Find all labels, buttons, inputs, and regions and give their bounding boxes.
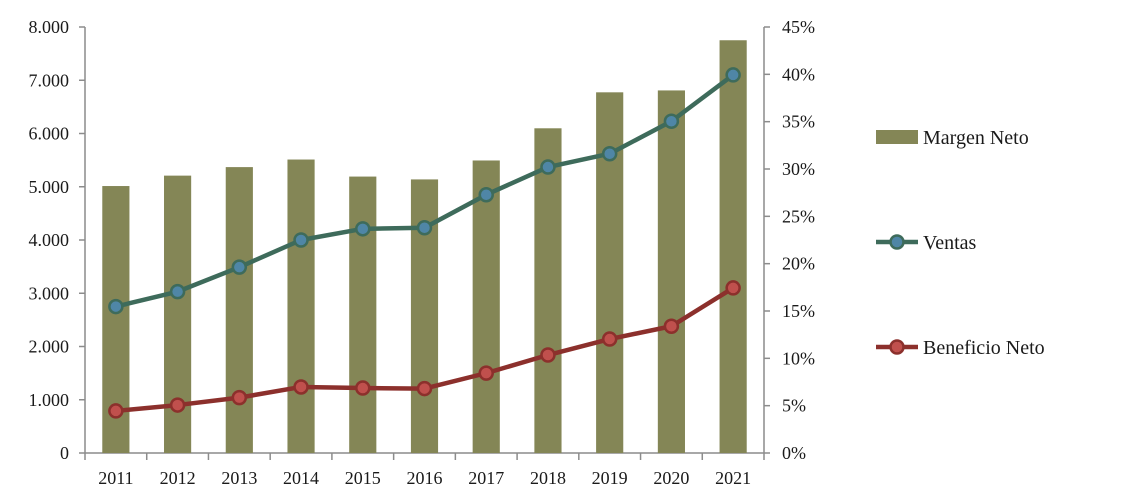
tick-labels: 0 1.000 2.000 3.000 4.000 5.000 6.000 7.000 8.00… <box>29 17 816 488</box>
right-tick-label: 45% <box>782 17 815 37</box>
point-ventas <box>108 298 124 315</box>
point-ventas <box>601 145 618 162</box>
point-beneficio-neto <box>601 331 618 347</box>
right-tick-label: 20% <box>782 254 815 274</box>
legend-label-beneficio-neto: Beneficio Neto <box>923 337 1045 359</box>
right-tick-label: 35% <box>782 112 815 132</box>
x-tick-label: 2017 <box>468 468 504 488</box>
point-beneficio-neto <box>108 403 124 419</box>
point-ventas <box>293 232 309 248</box>
bar-margen-neto <box>349 176 377 453</box>
left-tick-label: 6.000 <box>29 124 70 144</box>
x-tick-label: 2011 <box>98 468 133 488</box>
x-tick-label: 2021 <box>715 468 751 488</box>
point-ventas <box>478 186 494 203</box>
point-ventas <box>231 259 248 275</box>
point-ventas <box>416 220 433 236</box>
left-tick-label: 7.000 <box>29 70 70 90</box>
right-tick-label: 30% <box>782 159 815 179</box>
bar-margen-neto <box>472 160 500 454</box>
legend-label-margen-neto: Margen Neto <box>923 127 1029 149</box>
x-tick-label: 2018 <box>530 468 566 488</box>
point-beneficio-neto <box>169 397 186 413</box>
point-beneficio-neto <box>293 379 309 395</box>
point-beneficio-neto <box>478 365 494 381</box>
right-tick-label: 40% <box>782 64 815 84</box>
right-tick-label: 5% <box>782 396 806 416</box>
point-ventas <box>540 159 556 175</box>
left-tick-label: 0 <box>60 443 69 463</box>
point-ventas <box>725 67 741 83</box>
point-ventas <box>355 221 371 237</box>
bar-margen-neto <box>534 128 562 453</box>
x-tick-label: 2012 <box>160 468 196 488</box>
point-beneficio-neto <box>663 318 680 335</box>
x-tick-label: 2016 <box>407 468 443 488</box>
point-beneficio-neto <box>540 347 556 363</box>
x-tick-label: 2020 <box>653 468 689 488</box>
left-tick-label: 4.000 <box>29 230 70 250</box>
x-tick-label: 2015 <box>345 468 381 488</box>
point-beneficio-neto <box>355 380 371 396</box>
legend-swatch-marker-ventas <box>889 234 905 250</box>
right-tick-label: 10% <box>782 348 815 368</box>
point-ventas <box>663 113 680 130</box>
left-tick-label: 2.000 <box>29 337 70 357</box>
bar-margen-neto <box>287 159 315 454</box>
bar-margen-neto <box>225 167 253 453</box>
left-tick-label: 3.000 <box>29 283 70 303</box>
bar-margen-neto <box>657 90 685 453</box>
right-tick-label: 0% <box>782 443 806 463</box>
bar-margen-neto <box>719 40 747 454</box>
legend: Margen Neto Ventas Beneficio Neto <box>876 127 1045 359</box>
point-ventas <box>169 283 186 300</box>
x-tick-label: 2014 <box>283 468 319 488</box>
left-tick-label: 8.000 <box>29 17 70 37</box>
point-beneficio-neto <box>416 380 433 397</box>
point-beneficio-neto <box>231 389 248 406</box>
right-tick-label: 15% <box>782 301 815 321</box>
lines <box>108 67 741 419</box>
point-beneficio-neto <box>725 280 741 296</box>
left-tick-label: 1.000 <box>29 390 70 410</box>
legend-label-ventas: Ventas <box>923 232 977 254</box>
x-tick-label: 2013 <box>221 468 257 488</box>
right-tick-label: 25% <box>782 206 815 226</box>
legend-swatch-marker-beneficio-neto <box>889 339 905 355</box>
left-tick-label: 5.000 <box>29 177 70 197</box>
x-tick-label: 2019 <box>592 468 628 488</box>
legend-swatch-margen-neto <box>876 130 918 144</box>
